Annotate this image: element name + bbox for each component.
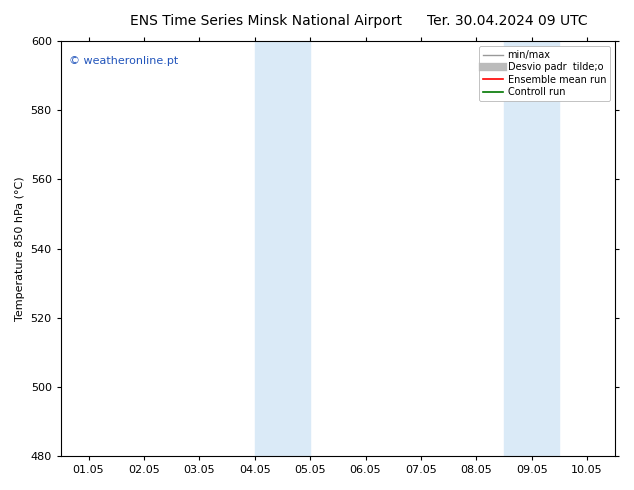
Y-axis label: Temperature 850 hPa (°C): Temperature 850 hPa (°C) bbox=[15, 176, 25, 321]
Text: Ter. 30.04.2024 09 UTC: Ter. 30.04.2024 09 UTC bbox=[427, 14, 588, 28]
Bar bbox=[504, 41, 559, 456]
Bar bbox=[255, 41, 310, 456]
Legend: min/max, Desvio padr  tilde;o, Ensemble mean run, Controll run: min/max, Desvio padr tilde;o, Ensemble m… bbox=[479, 46, 610, 101]
Text: © weatheronline.pt: © weatheronline.pt bbox=[69, 56, 178, 66]
Text: ENS Time Series Minsk National Airport: ENS Time Series Minsk National Airport bbox=[130, 14, 403, 28]
